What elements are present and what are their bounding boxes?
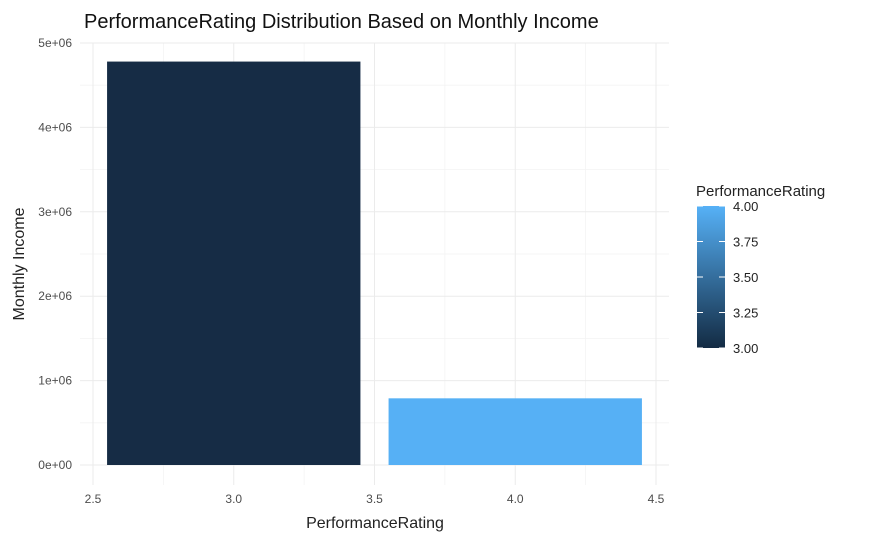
y-axis-title: Monthly Income [11,207,28,320]
x-tick-label: 4.5 [648,492,665,506]
legend-tick-label: 3.50 [733,270,758,285]
legend-tick-label: 3.00 [733,341,758,356]
x-tick-label: 4.0 [507,492,524,506]
y-tick-label: 4e+06 [38,120,72,134]
y-tick-label: 5e+06 [38,36,72,50]
legend-tick-label: 4.00 [733,199,758,214]
legend-tick-label: 3.25 [733,306,758,321]
y-tick-label: 1e+06 [38,374,72,388]
chart-title: PerformanceRating Distribution Based on … [84,11,599,33]
bar [107,61,361,466]
bar [388,398,642,465]
x-axis-title: PerformanceRating [306,515,444,532]
y-tick-label: 2e+06 [38,289,72,303]
y-tick-label: 0e+00 [38,458,72,472]
bars [107,61,642,466]
legend-tick-label: 3.75 [733,235,758,250]
x-tick-label: 3.0 [225,492,242,506]
x-tick-label: 3.5 [366,492,383,506]
y-tick-labels: 0e+00 1e+06 2e+06 3e+06 4e+06 5e+06 [38,36,72,472]
legend-title: PerformanceRating [696,183,825,200]
y-tick-label: 3e+06 [38,205,72,219]
x-tick-label: 2.5 [85,492,102,506]
legend-ticks: 4.00 3.75 3.50 3.25 3.00 [697,199,758,356]
x-tick-labels: 2.5 3.0 3.5 4.0 4.5 [85,492,665,506]
legend: PerformanceRating 4.00 3.75 3.50 3.25 3.00 [696,183,825,356]
